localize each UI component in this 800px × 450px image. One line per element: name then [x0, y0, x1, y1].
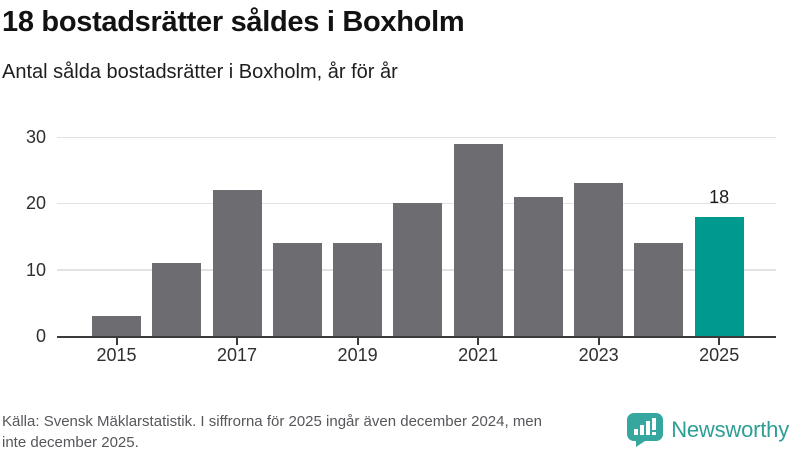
bar-2025 — [694, 216, 744, 336]
source-note: Källa: Svensk Mäklarstatistik. I siffror… — [2, 411, 647, 450]
x-tick-2023 — [597, 338, 600, 345]
x-tick-2019 — [356, 338, 359, 345]
newsworthy-logo: Newsworthy — [627, 413, 789, 447]
bar-2023 — [574, 183, 624, 336]
x-tick-label-2015: 2015 — [96, 345, 137, 365]
y-tick-label-30: 30 — [25, 127, 46, 147]
bar-2024 — [634, 243, 684, 336]
bar-2017 — [212, 190, 262, 336]
x-tick-label-2021: 2021 — [458, 345, 499, 365]
chart-subtitle: Antal sålda bostadsrätter i Boxholm, år … — [2, 61, 398, 83]
bar-2022 — [513, 196, 563, 336]
bar-2016 — [152, 263, 202, 336]
y-axis: 0 10 20 30 — [0, 127, 46, 346]
y-tick-label-20: 20 — [25, 193, 46, 214]
x-tick-2021 — [477, 338, 480, 345]
y-tick-label-0: 0 — [35, 326, 46, 346]
x-tick-label-2017: 2017 — [217, 345, 258, 365]
x-tick-label-2019: 2019 — [337, 345, 378, 365]
newsworthy-wordmark: Newsworthy — [671, 417, 789, 442]
bar-2018 — [272, 243, 322, 336]
plot-area: 18 2015 2017 2019 2021 2023 2025 — [57, 136, 776, 365]
source-note-line1: Källa: Svensk Mäklarstatistik. I siffror… — [2, 413, 542, 430]
bar-2020 — [393, 203, 443, 336]
speech-bubble-chart-icon — [627, 413, 664, 447]
source-note-line2: inte december 2025. — [2, 434, 139, 450]
x-tick-2017 — [236, 338, 239, 345]
chart-title: 18 bostadsrätter såldes i Boxholm — [2, 6, 465, 38]
x-tick-2015 — [115, 338, 118, 345]
x-tick-label-2023: 2023 — [578, 345, 619, 365]
x-tick-label-2025: 2025 — [699, 345, 740, 365]
bar-value-label: 18 — [709, 186, 730, 207]
x-tick-2025 — [718, 338, 721, 345]
bar-2019 — [333, 243, 383, 336]
bar-2021 — [453, 143, 503, 336]
bar-2015 — [92, 316, 141, 336]
gridline-30 — [57, 136, 776, 138]
y-tick-label-10: 10 — [25, 259, 46, 280]
